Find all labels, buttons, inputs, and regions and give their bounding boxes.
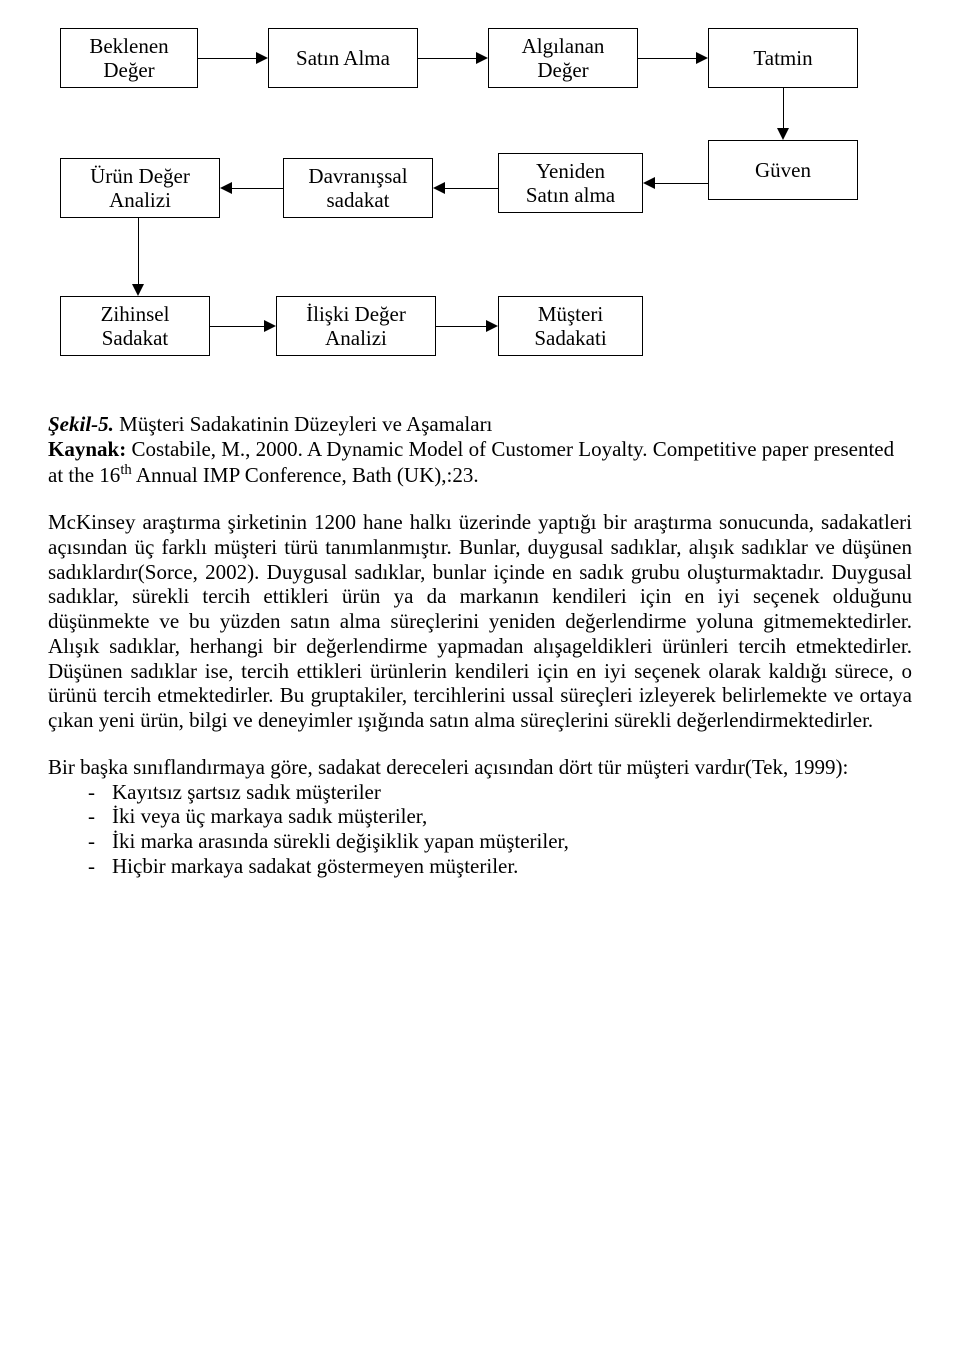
arrow-line: [232, 188, 283, 189]
figure-label: Şekil-5.: [48, 412, 114, 436]
paragraph-1: McKinsey araştırma şirketinin 1200 hane …: [48, 510, 912, 733]
arrow-line: [418, 58, 476, 59]
list-item: Kayıtsız şartsız sadık müşteriler: [112, 780, 912, 805]
arrow-line: [445, 188, 498, 189]
figure-caption: Şekil-5. Müşteri Sadakatinin Düzeyleri v…: [48, 412, 912, 488]
arrow-head-left-icon: [220, 182, 232, 194]
node-yeniden-satin-alma: YenidenSatın alma: [498, 153, 643, 213]
node-satin-alma: Satın Alma: [268, 28, 418, 88]
list-item: Hiçbir markaya sadakat göstermeyen müşte…: [112, 854, 912, 879]
arrow-line: [436, 326, 486, 327]
arrow-head-left-icon: [643, 177, 655, 189]
node-iliski-deger-analizi: İlişki DeğerAnalizi: [276, 296, 436, 356]
arrow-line: [138, 218, 139, 284]
node-zihinsel-sadakat: ZihinselSadakat: [60, 296, 210, 356]
paragraph-2: Bir başka sınıflandırmaya göre, sadakat …: [48, 755, 912, 879]
arrow-head-right-icon: [264, 320, 276, 332]
arrow-head-right-icon: [476, 52, 488, 64]
arrow-head-left-icon: [433, 182, 445, 194]
arrow-head-down-icon: [777, 128, 789, 140]
flow-diagram: BeklenenDeğer Satın Alma AlgılananDeğer …: [48, 28, 912, 408]
node-davranissal-sadakat: Davranışsalsadakat: [283, 158, 433, 218]
node-algilanan-deger: AlgılananDeğer: [488, 28, 638, 88]
node-beklenen-deger: BeklenenDeğer: [60, 28, 198, 88]
node-tatmin: Tatmin: [708, 28, 858, 88]
arrow-line: [210, 326, 264, 327]
paragraph-2-intro: Bir başka sınıflandırmaya göre, sadakat …: [48, 755, 848, 779]
figure-title: Müşteri Sadakatinin Düzeyleri ve Aşamala…: [114, 412, 492, 436]
list-item: İki veya üç markaya sadık müşteriler,: [112, 804, 912, 829]
source-text-2: Annual IMP Conference, Bath (UK),:23.: [132, 463, 479, 487]
node-musteri-sadakati: MüşteriSadakati: [498, 296, 643, 356]
bullet-list: Kayıtsız şartsız sadık müşteriler İki ve…: [48, 780, 912, 879]
arrow-line: [783, 88, 784, 128]
node-guven: Güven: [708, 140, 858, 200]
arrow-head-down-icon: [132, 284, 144, 296]
node-urun-deger-analizi: Ürün DeğerAnalizi: [60, 158, 220, 218]
source-label: Kaynak:: [48, 437, 131, 461]
arrow-head-right-icon: [696, 52, 708, 64]
arrow-line: [198, 58, 256, 59]
arrow-line: [655, 183, 708, 184]
arrow-line: [638, 58, 696, 59]
source-sup: th: [120, 462, 131, 478]
list-item: İki marka arasında sürekli değişiklik ya…: [112, 829, 912, 854]
arrow-head-right-icon: [256, 52, 268, 64]
arrow-head-right-icon: [486, 320, 498, 332]
